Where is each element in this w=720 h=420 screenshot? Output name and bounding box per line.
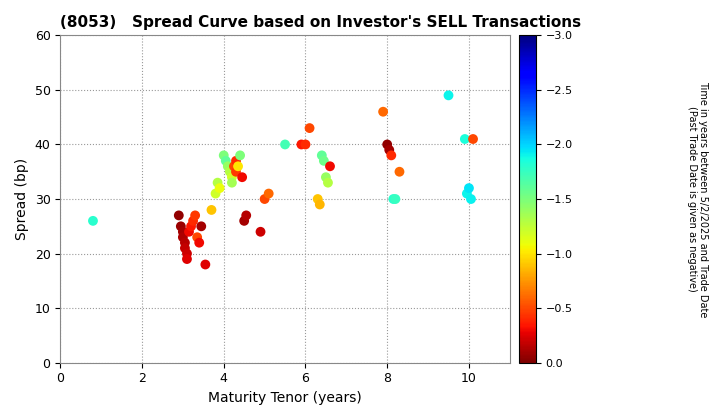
Point bbox=[226, 174, 238, 181]
Point bbox=[459, 136, 471, 142]
Point bbox=[233, 163, 244, 170]
Point bbox=[377, 108, 389, 115]
Point bbox=[173, 212, 184, 219]
Point bbox=[181, 250, 193, 257]
Point bbox=[177, 228, 189, 235]
Point bbox=[177, 234, 189, 241]
Point bbox=[87, 218, 99, 224]
Point bbox=[387, 196, 399, 202]
X-axis label: Maturity Tenor (years): Maturity Tenor (years) bbox=[208, 391, 362, 405]
Point bbox=[224, 168, 235, 175]
Point bbox=[212, 179, 223, 186]
Point bbox=[279, 141, 291, 148]
Y-axis label: Time in years between 5/2/2025 and Trade Date
(Past Trade Date is given as negat: Time in years between 5/2/2025 and Trade… bbox=[687, 81, 708, 317]
Point bbox=[463, 185, 474, 192]
Point bbox=[300, 141, 311, 148]
Point bbox=[187, 218, 199, 224]
Point bbox=[192, 234, 203, 241]
Point bbox=[255, 228, 266, 235]
Point bbox=[240, 212, 252, 219]
Point bbox=[324, 163, 336, 170]
Point bbox=[206, 207, 217, 213]
Point bbox=[318, 158, 330, 164]
Point bbox=[465, 196, 477, 202]
Point bbox=[175, 223, 186, 230]
Point bbox=[382, 141, 393, 148]
Point bbox=[228, 163, 240, 170]
Point bbox=[210, 190, 221, 197]
Point bbox=[196, 223, 207, 230]
Point bbox=[322, 179, 333, 186]
Point bbox=[218, 152, 230, 159]
Point bbox=[443, 92, 454, 99]
Text: (8053)   Spread Curve based on Investor's SELL Transactions: (8053) Spread Curve based on Investor's … bbox=[60, 15, 582, 30]
Point bbox=[263, 190, 274, 197]
Point bbox=[194, 239, 205, 246]
Point bbox=[259, 196, 271, 202]
Point bbox=[236, 174, 248, 181]
Point bbox=[394, 168, 405, 175]
Point bbox=[230, 158, 242, 164]
Point bbox=[304, 125, 315, 131]
Point bbox=[185, 223, 197, 230]
Point bbox=[384, 147, 395, 153]
Point bbox=[234, 152, 246, 159]
Point bbox=[238, 218, 250, 224]
Point bbox=[179, 245, 191, 252]
Point bbox=[181, 256, 193, 262]
Point bbox=[220, 158, 232, 164]
Point bbox=[316, 152, 328, 159]
Point bbox=[390, 196, 401, 202]
Point bbox=[199, 261, 211, 268]
Point bbox=[461, 190, 472, 197]
Point bbox=[189, 212, 201, 219]
Point bbox=[296, 141, 307, 148]
Point bbox=[184, 228, 195, 235]
Point bbox=[312, 196, 323, 202]
Point bbox=[314, 201, 325, 208]
Point bbox=[385, 152, 397, 159]
Point bbox=[226, 179, 238, 186]
Point bbox=[222, 163, 233, 170]
Point bbox=[320, 174, 332, 181]
Point bbox=[230, 168, 242, 175]
Point bbox=[467, 136, 479, 142]
Y-axis label: Spread (bp): Spread (bp) bbox=[15, 158, 29, 240]
Point bbox=[214, 185, 225, 192]
Point bbox=[179, 239, 191, 246]
